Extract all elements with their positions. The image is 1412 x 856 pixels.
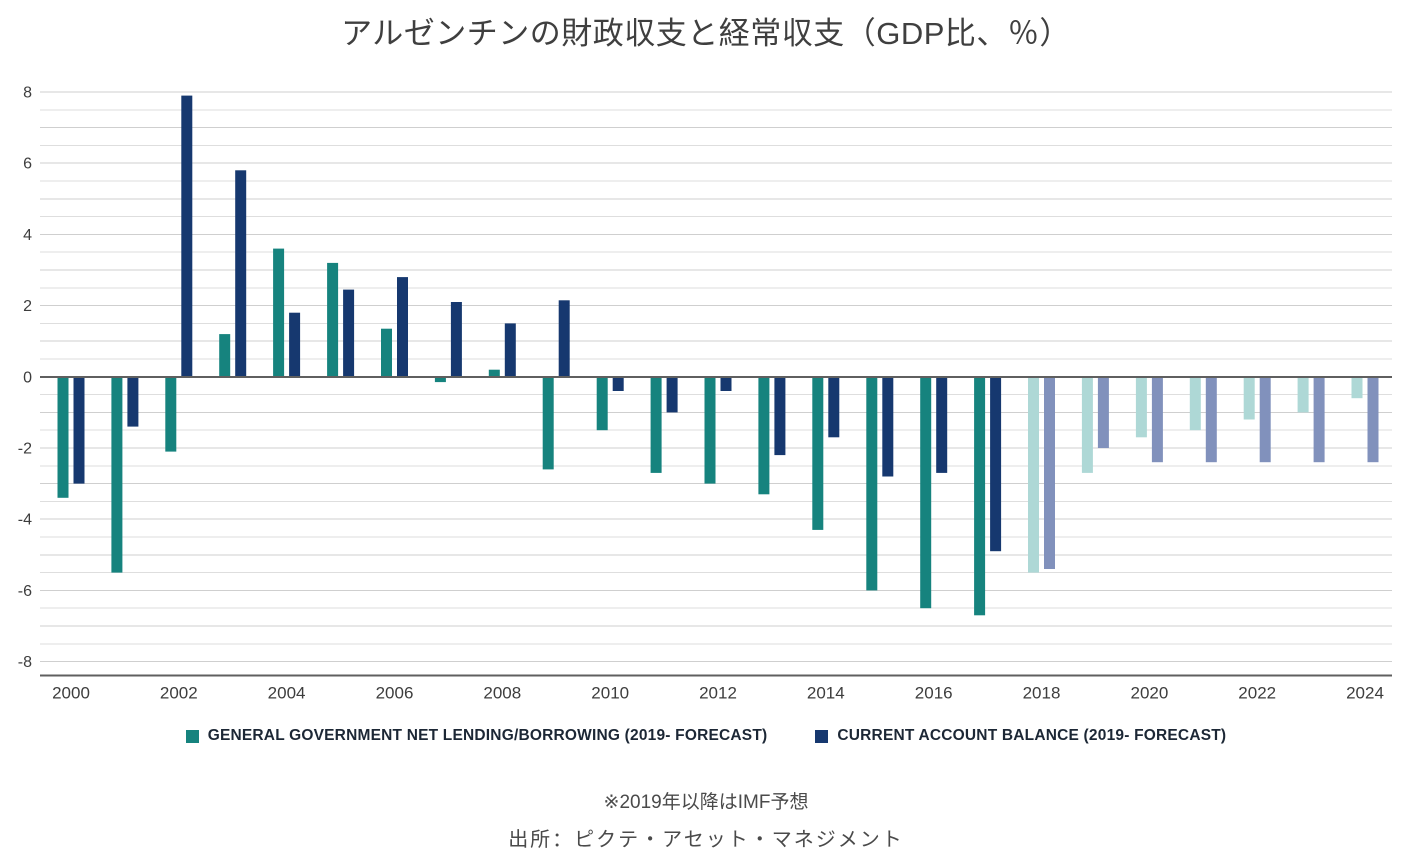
- x-axis-label: 2020: [1130, 684, 1168, 703]
- y-axis-label: 4: [23, 227, 32, 244]
- x-axis-label: 2010: [591, 684, 629, 703]
- fiscal-bar: [650, 376, 662, 473]
- fiscal-bar: [1189, 376, 1201, 431]
- x-axis-label: 2016: [915, 684, 953, 703]
- current-account-bar: [1313, 376, 1325, 463]
- fiscal-bar: [273, 248, 285, 377]
- y-axis-label: -4: [18, 512, 32, 529]
- forecast-note: ※2019年以降はIMF予想: [603, 792, 809, 813]
- legend-swatch-current-account-icon: [815, 729, 829, 743]
- current-account-bar: [1097, 376, 1109, 448]
- current-account-bar: [450, 302, 462, 377]
- chart-title: アルゼンチンの財政収支と経常収支（GDP比、％）: [341, 16, 1071, 51]
- x-axis-label: 2004: [268, 684, 306, 703]
- current-account-bar: [882, 376, 894, 477]
- fiscal-bar: [596, 376, 608, 431]
- current-account-bar: [73, 376, 85, 484]
- current-account-bar: [504, 323, 516, 377]
- current-account-bar: [1367, 376, 1379, 463]
- x-axis-label: 2018: [1023, 684, 1061, 703]
- current-account-bar: [127, 376, 139, 427]
- fiscal-bar: [812, 376, 824, 530]
- current-account-bar: [181, 95, 193, 377]
- fiscal-bar: [165, 376, 177, 452]
- current-account-bar: [666, 376, 678, 413]
- fiscal-bar: [1135, 376, 1147, 438]
- x-axis-label: 2002: [160, 684, 198, 703]
- current-account-bar: [612, 376, 624, 391]
- current-account-bar: [343, 289, 355, 377]
- fiscal-bar: [219, 334, 231, 377]
- current-account-bar: [828, 376, 840, 438]
- fiscal-bar: [1081, 376, 1093, 473]
- y-axis-label: 2: [23, 298, 32, 315]
- fiscal-bar: [1297, 376, 1309, 413]
- x-axis-label: 2014: [807, 684, 845, 703]
- chart-legend: GENERAL GOVERNMENT NET LENDING/BORROWING…: [0, 727, 1412, 745]
- current-account-bar: [235, 170, 247, 377]
- fiscal-bar: [111, 376, 123, 573]
- fiscal-bar: [758, 376, 770, 495]
- fiscal-bar: [327, 262, 339, 377]
- fiscal-bar: [1028, 376, 1039, 573]
- fiscal-bar: [920, 376, 932, 609]
- current-account-bar: [936, 376, 948, 473]
- legend-item-fiscal: GENERAL GOVERNMENT NET LENDING/BORROWING…: [185, 727, 768, 745]
- legend-item-current-account: CURRENT ACCOUNT BALANCE (2019- FORECAST): [815, 727, 1226, 745]
- current-account-bar: [990, 376, 1002, 552]
- current-account-bar: [1205, 376, 1217, 463]
- y-axis-label: 0: [23, 369, 32, 386]
- current-account-bar: [774, 376, 786, 456]
- source-note: 出所：ピクテ・アセット・マネジメント: [508, 829, 904, 851]
- chart-area: 8 6 4 2 0 -2 -4 -6 -8 2000 2002 2004 2006 2008 2010 201…: [18, 85, 1392, 703]
- x-axis-label: 2024: [1346, 684, 1384, 703]
- legend-label-fiscal: GENERAL GOVERNMENT NET LENDING/BORROWING…: [207, 727, 768, 744]
- fiscal-bar: [974, 376, 986, 616]
- fiscal-bar: [57, 376, 69, 498]
- fiscal-bar: [542, 376, 554, 470]
- fiscal-bar: [1351, 376, 1363, 399]
- x-axis-label: 2022: [1238, 684, 1276, 703]
- y-axis-label: -6: [18, 583, 32, 600]
- fiscal-bar: [434, 376, 446, 383]
- y-axis-label: 8: [23, 85, 32, 102]
- fiscal-bar: [704, 376, 716, 484]
- current-account-bar: [720, 376, 732, 391]
- legend-swatch-fiscal-icon: [185, 729, 199, 743]
- current-account-bar: [1044, 376, 1055, 569]
- current-account-bar: [558, 300, 570, 377]
- y-axis-label: 6: [23, 156, 32, 173]
- legend-label-current-account: CURRENT ACCOUNT BALANCE (2019- FORECAST): [837, 727, 1227, 744]
- y-axis-label: -2: [18, 441, 32, 458]
- current-account-bar: [397, 277, 408, 377]
- current-account-bar: [289, 312, 301, 377]
- x-axis-label: 2008: [483, 684, 521, 703]
- current-account-bar: [1151, 376, 1163, 463]
- x-axis-label: 2000: [52, 684, 90, 703]
- fiscal-bar: [488, 369, 500, 377]
- x-axis-label: 2006: [376, 684, 414, 703]
- y-axis-label: -8: [18, 654, 32, 671]
- current-account-bar: [1259, 376, 1271, 463]
- x-axis-label: 2012: [699, 684, 737, 703]
- fiscal-bar: [1243, 376, 1255, 420]
- fiscal-bar: [866, 376, 878, 591]
- fiscal-bar: [381, 328, 392, 377]
